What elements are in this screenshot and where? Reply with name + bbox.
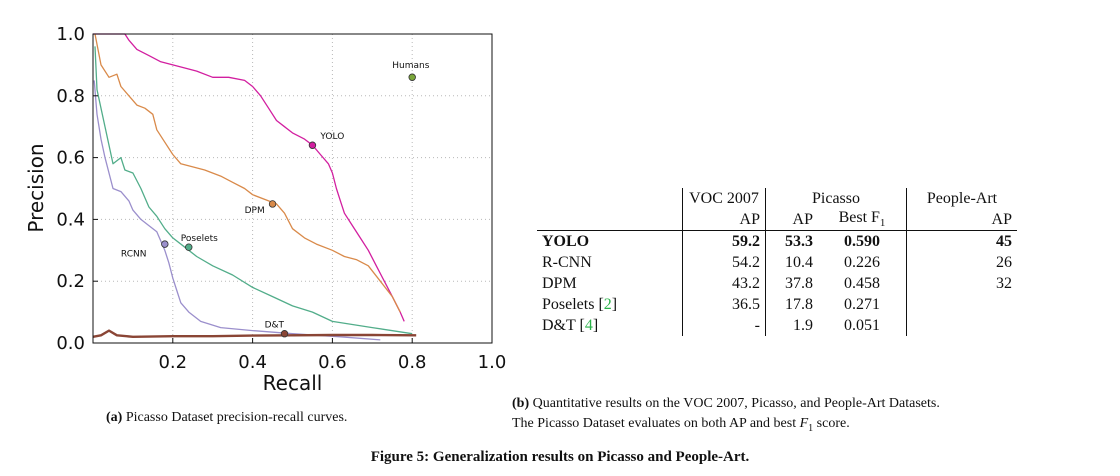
caption-a: (a) Picasso Dataset precision-recall cur… xyxy=(106,408,347,428)
row-voc-ap: 43.2 xyxy=(682,273,766,294)
row-people-ap: 32 xyxy=(906,273,1017,294)
caption-b-sub: 1 xyxy=(808,422,814,434)
caption-b-line2a: The Picasso Dataset evaluates on both AP… xyxy=(512,416,800,431)
series-line-d-t xyxy=(92,329,417,338)
row-picasso-ap: 37.8 xyxy=(765,273,818,294)
series-line-dpm xyxy=(94,33,401,313)
row-picasso-ap: 17.8 xyxy=(765,294,818,315)
row-picasso-ap: 53.3 xyxy=(765,230,818,252)
series-label-rcnn: RCNN xyxy=(121,249,147,259)
series-label-humans: Humans xyxy=(392,61,429,71)
figure-title: Figure 5: Generalization results on Pica… xyxy=(370,449,750,465)
row-method: Poselets [2] xyxy=(542,295,618,313)
row-people-ap: 26 xyxy=(906,252,1017,273)
table-row: DPM 43.2 37.8 0.458 32 xyxy=(537,273,1017,294)
caption-b-line1: Quantitative results on the VOC 2007, Pi… xyxy=(532,396,940,411)
series-line-poselets xyxy=(94,46,413,335)
x-tick-label: 0.6 xyxy=(318,352,347,373)
caption-a-label: (a) xyxy=(106,410,123,425)
row-best-f1: 0.458 xyxy=(844,274,880,292)
caption-b: (b) Quantitative results on the VOC 2007… xyxy=(512,394,940,439)
header-f1-text: Best F xyxy=(838,209,880,227)
row-voc-ap: 59.2 xyxy=(682,230,766,252)
table-row: YOLO 59.2 53.3 0.590 45 xyxy=(537,230,1017,252)
results-table: VOC 2007 Picasso People-Art AP AP Best F… xyxy=(537,188,1017,336)
table-body: YOLO 59.2 53.3 0.590 45 R-CNN 54.2 10.4 0.226 26 D… xyxy=(537,230,1017,336)
row-best-f1: 0.226 xyxy=(844,253,880,271)
row-best-f1: 0.271 xyxy=(844,295,880,313)
series-label-poselets: Poselets xyxy=(181,234,218,244)
x-tick-label: 0.4 xyxy=(238,352,267,373)
x-tick-label: 0.8 xyxy=(398,352,427,373)
row-people-ap: 45 xyxy=(906,230,1017,252)
series-label-yolo: YOLO xyxy=(319,132,344,142)
series-marker-d-t xyxy=(280,330,289,338)
series-marker-dpm xyxy=(268,200,277,208)
header-people-art: People-Art xyxy=(906,188,1017,209)
caption-b-label: (b) xyxy=(512,396,530,411)
chart-series xyxy=(92,33,417,341)
y-tick-label: 0.4 xyxy=(56,209,85,230)
row-picasso-ap: 1.9 xyxy=(765,315,818,336)
row-voc-ap: - xyxy=(682,315,766,336)
y-tick-label: 1.0 xyxy=(56,24,85,45)
series-label-dpm: DPM xyxy=(245,206,265,216)
x-tick-label: 0.2 xyxy=(158,352,187,373)
series-line-yolo xyxy=(93,33,405,322)
header-voc-ap: AP xyxy=(682,209,766,231)
y-axis-label: Precision xyxy=(24,143,48,232)
header-picasso-f1: Best F1 xyxy=(818,209,907,231)
chart-grid xyxy=(93,34,492,343)
x-axis-label: Recall xyxy=(263,371,323,395)
table-row: Poselets [2] 36.5 17.8 0.271 xyxy=(537,294,1017,315)
table-header-row-2: AP AP Best F1 AP xyxy=(537,209,1017,231)
caption-b-line2b: score. xyxy=(813,416,850,431)
series-marker-poselets xyxy=(185,243,193,251)
series-marker-humans xyxy=(408,73,416,81)
y-tick-label: 0.6 xyxy=(56,148,85,169)
series-line-rcnn xyxy=(93,80,381,341)
caption-b-f: F xyxy=(799,416,809,431)
header-picasso: Picasso xyxy=(765,188,907,209)
row-voc-ap: 54.2 xyxy=(682,252,766,273)
table-header-row-1: VOC 2007 Picasso People-Art xyxy=(537,188,1017,209)
row-method: R-CNN xyxy=(542,253,592,271)
row-method: D&T [4] xyxy=(542,316,599,334)
row-people-ap xyxy=(906,315,1017,336)
chart-ticks: 0.2 0.4 0.6 0.8 1.0 0.0 0.2 0.4 0.6 0.8 1.0 xyxy=(56,24,506,373)
chart-markers: YOLO DPM Poselets RCNN D&T Humans xyxy=(121,61,430,338)
header-picasso-ap: AP xyxy=(765,209,818,231)
y-tick-label: 0.2 xyxy=(56,271,85,292)
table-row: R-CNN 54.2 10.4 0.226 26 xyxy=(537,252,1017,273)
header-f1-sub: 1 xyxy=(879,217,886,230)
y-tick-label: 0.8 xyxy=(56,86,85,107)
y-tick-label: 0.0 xyxy=(56,333,85,354)
x-tick-label: 1.0 xyxy=(478,352,507,373)
series-marker-yolo xyxy=(308,141,317,149)
series-label-d-t: D&T xyxy=(265,321,285,331)
row-best-f1: 0.051 xyxy=(844,316,880,334)
row-picasso-ap: 10.4 xyxy=(765,252,818,273)
row-people-ap xyxy=(906,294,1017,315)
caption-a-text: Picasso Dataset precision-recall curves. xyxy=(125,410,348,425)
table-row: D&T [4] -1.9 0.051 xyxy=(537,315,1017,336)
header-people-ap: AP xyxy=(906,209,1017,231)
row-best-f1: 0.590 xyxy=(844,232,880,250)
plot-frame xyxy=(92,33,493,344)
row-voc-ap: 36.5 xyxy=(682,294,766,315)
header-voc: VOC 2007 xyxy=(682,188,766,209)
row-method: YOLO xyxy=(542,232,590,250)
series-marker-rcnn xyxy=(161,240,169,248)
row-method: DPM xyxy=(542,274,577,292)
